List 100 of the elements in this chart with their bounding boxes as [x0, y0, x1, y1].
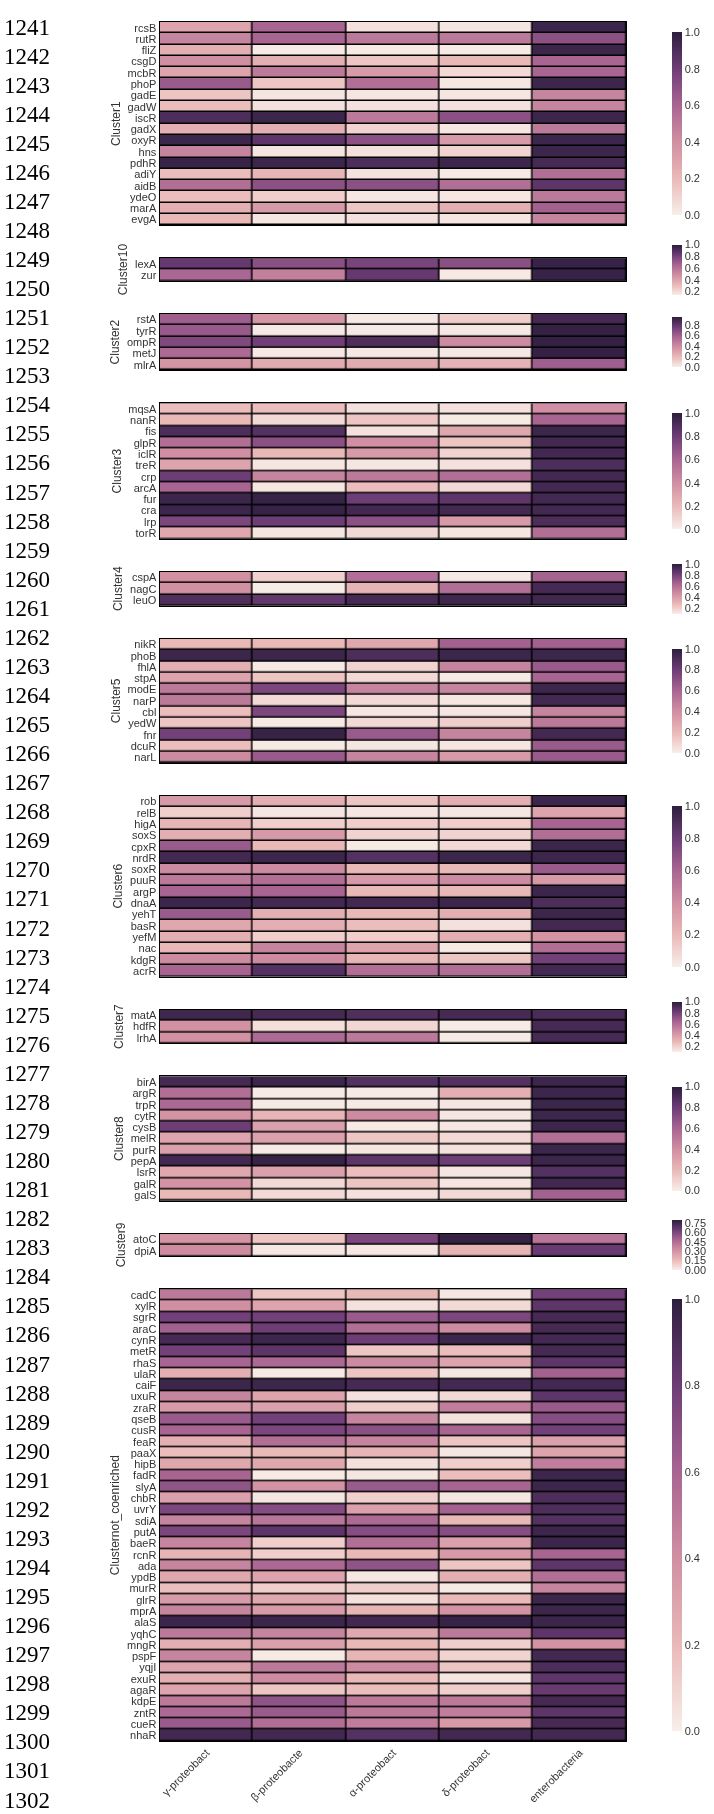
y-tick-label: mlrA: [133, 358, 158, 371]
y-tick-label: zntR: [133, 1706, 157, 1719]
y-tick-label: glpR: [133, 436, 157, 449]
color-bar-label: 0.6: [684, 684, 700, 697]
text: 1251: [4, 305, 50, 330]
text: 1272: [4, 916, 50, 941]
y-tick-label: dnaA: [130, 897, 157, 910]
color-bar-label: 1.0: [684, 238, 700, 251]
color-bar-label: 0.0: [684, 522, 700, 535]
y-tick-label: oxyR: [131, 134, 157, 147]
text: 1282: [4, 1206, 50, 1231]
y-axis-title: Cluster3: [109, 448, 124, 494]
color-bar-label: 0.75: [684, 1216, 707, 1229]
text: 1247: [4, 189, 50, 214]
y-tick-label: gadW: [127, 100, 157, 113]
y-tick-label: rcsB: [134, 21, 157, 34]
y-axis-title: Clusternot_coenriched: [108, 1455, 123, 1576]
y-tick-label: lrp: [144, 515, 157, 528]
text: 1289: [4, 1410, 50, 1435]
color-bar-label: 0.8: [684, 568, 700, 581]
y-axis-title: Cluster8: [111, 1115, 126, 1161]
text: 1294: [4, 1555, 51, 1580]
text: 1280: [4, 1148, 50, 1173]
text: 1267: [4, 770, 50, 795]
text: 1297: [4, 1642, 50, 1667]
text: 1255: [4, 421, 50, 446]
y-tick-label: lrhA: [136, 1031, 158, 1044]
text: 1259: [4, 538, 50, 563]
text: 1241: [4, 15, 50, 40]
text: 1300: [4, 1729, 50, 1754]
y-tick-label: pepA: [130, 1155, 157, 1168]
y-tick-label: cytR: [134, 1109, 157, 1122]
y-tick-label: kdgR: [130, 953, 157, 966]
text: 1285: [4, 1293, 50, 1318]
y-axis-title: Cluster5: [108, 678, 123, 724]
y-tick-label: evgA: [131, 213, 158, 226]
color-bar-label: 1.0: [684, 799, 700, 812]
y-tick-label: galR: [133, 1177, 157, 1190]
y-tick-label: arcA: [133, 481, 158, 494]
color-bar-label: 0.6: [684, 1122, 700, 1135]
text: 1270: [4, 857, 50, 882]
y-tick-label: matA: [130, 1009, 157, 1022]
y-tick-label: qseB: [131, 1413, 157, 1426]
y-tick-label: kdpE: [131, 1695, 157, 1708]
text: 1269: [4, 828, 50, 853]
y-tick-label: nac: [138, 942, 157, 955]
y-tick-label: cspA: [131, 571, 157, 584]
color-bar-label: 1.0: [684, 557, 700, 570]
text: 1266: [4, 741, 50, 766]
y-tick-label: cbl: [142, 705, 157, 718]
text: 1277: [4, 1061, 50, 1086]
y-tick-label: melR: [130, 1132, 157, 1145]
color-bar-label: 0.4: [684, 705, 700, 718]
y-tick-label: nanR: [130, 414, 157, 427]
y-tick-label: pspF: [131, 1650, 157, 1663]
y-axis-title: Cluster2: [108, 319, 123, 365]
text: 1258: [4, 509, 50, 534]
color-bar-label: 0.0: [684, 360, 700, 373]
color-bar-label: 0.8: [684, 831, 700, 844]
y-tick-label: pdhR: [130, 157, 157, 170]
y-tick-label: putA: [133, 1525, 157, 1538]
color-bar-label: 0.6: [684, 329, 700, 342]
text: 1296: [4, 1613, 50, 1638]
color-bar-label: 1.0: [684, 642, 700, 655]
text: 1245: [4, 131, 50, 156]
text: 1292: [4, 1497, 50, 1522]
y-tick-label: narL: [134, 751, 157, 764]
text: 1274: [4, 974, 51, 999]
y-tick-label: paaX: [130, 1446, 157, 1459]
text: 1279: [4, 1119, 50, 1144]
text: 1284: [4, 1264, 51, 1289]
text: 1249: [4, 247, 50, 272]
y-tick-label: cadC: [130, 1288, 157, 1301]
y-tick-label: soxR: [131, 863, 157, 876]
text: 1243: [4, 73, 50, 98]
text: 1257: [4, 480, 50, 505]
y-tick-label: higA: [134, 818, 157, 831]
y-tick-label: csgD: [131, 55, 157, 68]
text: 1301: [4, 1758, 50, 1783]
text: 1299: [4, 1700, 50, 1725]
y-tick-label: lexA: [134, 257, 158, 270]
color-bar-label: 0.2: [684, 172, 700, 185]
color-bar-label: 0.2: [684, 350, 700, 363]
y-tick-label: dpiA: [134, 1244, 157, 1257]
text: 1286: [4, 1322, 50, 1347]
text: 1283: [4, 1235, 50, 1260]
text: 1293: [4, 1526, 50, 1551]
y-tick-label: iscR: [134, 111, 157, 124]
color-bar-label: 0.4: [684, 896, 700, 909]
color-bar-label: 0.4: [684, 1028, 700, 1041]
y-tick-label: rcnR: [133, 1548, 157, 1561]
color-bar-label: 0.6: [684, 261, 700, 274]
color-bar-label: 0.4: [684, 1552, 700, 1565]
text: 1288: [4, 1381, 50, 1406]
y-axis-title: Cluster1: [108, 100, 123, 146]
y-tick-label: dcuR: [130, 739, 157, 752]
color-bar-label: 0.2: [684, 1163, 700, 1176]
text: 1302: [4, 1788, 50, 1813]
color-bar-label: 0.8: [684, 663, 700, 676]
y-tick-label: yehT: [131, 908, 157, 921]
